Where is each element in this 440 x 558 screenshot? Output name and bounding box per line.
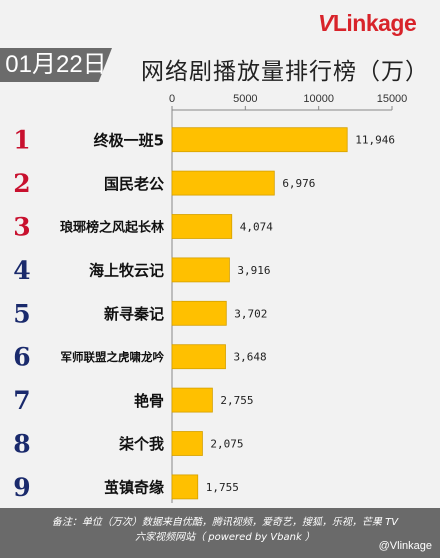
bar bbox=[171, 170, 275, 196]
category-label: 茧镇奇缘 bbox=[104, 479, 164, 497]
bar bbox=[171, 344, 226, 370]
bar-chart: 0 5000 10000 15000 1 终极一班5 11,946 2 国民老公 6,976 3 琅琊… bbox=[13, 93, 408, 503]
bar bbox=[171, 474, 199, 500]
category-label: 新寻秦记 bbox=[104, 305, 164, 323]
vlinkage-logo: VLinkage bbox=[318, 10, 417, 36]
footer: 备注：单位（万次）数据来自优酷，腾讯视频，爱奇艺，搜狐，乐视，芒果 TV 六家视… bbox=[0, 508, 440, 558]
bar bbox=[171, 127, 348, 153]
bar bbox=[171, 431, 203, 456]
bar bbox=[171, 257, 230, 283]
footer-note-line2: 六家视频网站（ powered by Vbank ） bbox=[135, 532, 315, 543]
rank-number: 4 bbox=[13, 256, 30, 285]
footer-note-line1: 备注：单位（万次）数据来自优酷，腾讯视频，爱奇艺，搜狐，乐视，芒果 TV bbox=[51, 517, 399, 528]
rank-number: 2 bbox=[13, 169, 30, 198]
category-label: 柒个我 bbox=[119, 435, 164, 453]
rank-number: 3 bbox=[13, 213, 30, 242]
value-label: 11,946 bbox=[355, 134, 395, 147]
bar bbox=[171, 300, 227, 326]
rank-number: 8 bbox=[13, 430, 30, 459]
rank-number: 6 bbox=[13, 343, 30, 372]
rank-number: 5 bbox=[13, 299, 30, 328]
x-tick-label: 15000 bbox=[377, 93, 408, 105]
x-tick-label: 5000 bbox=[233, 93, 257, 105]
watermark: @Vlinkage bbox=[378, 540, 432, 552]
bar bbox=[171, 387, 213, 413]
bar bbox=[171, 214, 233, 239]
footer-note: 备注：单位（万次）数据来自优酷，腾讯视频，爱奇艺，搜狐，乐视，芒果 TV 六家视… bbox=[50, 515, 400, 545]
value-label: 3,702 bbox=[234, 307, 267, 320]
value-label: 1,755 bbox=[206, 481, 239, 494]
value-label: 4,074 bbox=[240, 221, 273, 234]
value-label: 3,648 bbox=[234, 351, 267, 364]
x-tick-label: 10000 bbox=[303, 93, 334, 105]
category-label: 军师联盟之虎啸龙吟 bbox=[61, 350, 165, 364]
rank-number: 9 bbox=[13, 473, 30, 502]
value-label: 2,075 bbox=[210, 438, 243, 451]
category-label: 琅琊榜之风起长林 bbox=[60, 219, 164, 235]
value-label: 6,976 bbox=[282, 177, 315, 190]
value-label: 3,916 bbox=[237, 264, 270, 277]
category-label: 海上牧云记 bbox=[89, 262, 164, 280]
chart-title: 网络剧播放量排行榜（万） bbox=[141, 59, 429, 85]
value-label: 2,755 bbox=[220, 394, 253, 407]
category-label: 国民老公 bbox=[104, 175, 164, 193]
x-tick-label: 0 bbox=[169, 93, 175, 105]
rank-number: 1 bbox=[13, 126, 30, 155]
date-badge: 01月22日 bbox=[0, 48, 112, 82]
category-label: 艳骨 bbox=[134, 392, 164, 410]
category-label: 终极一班5 bbox=[94, 131, 164, 149]
rank-number: 7 bbox=[13, 386, 30, 415]
